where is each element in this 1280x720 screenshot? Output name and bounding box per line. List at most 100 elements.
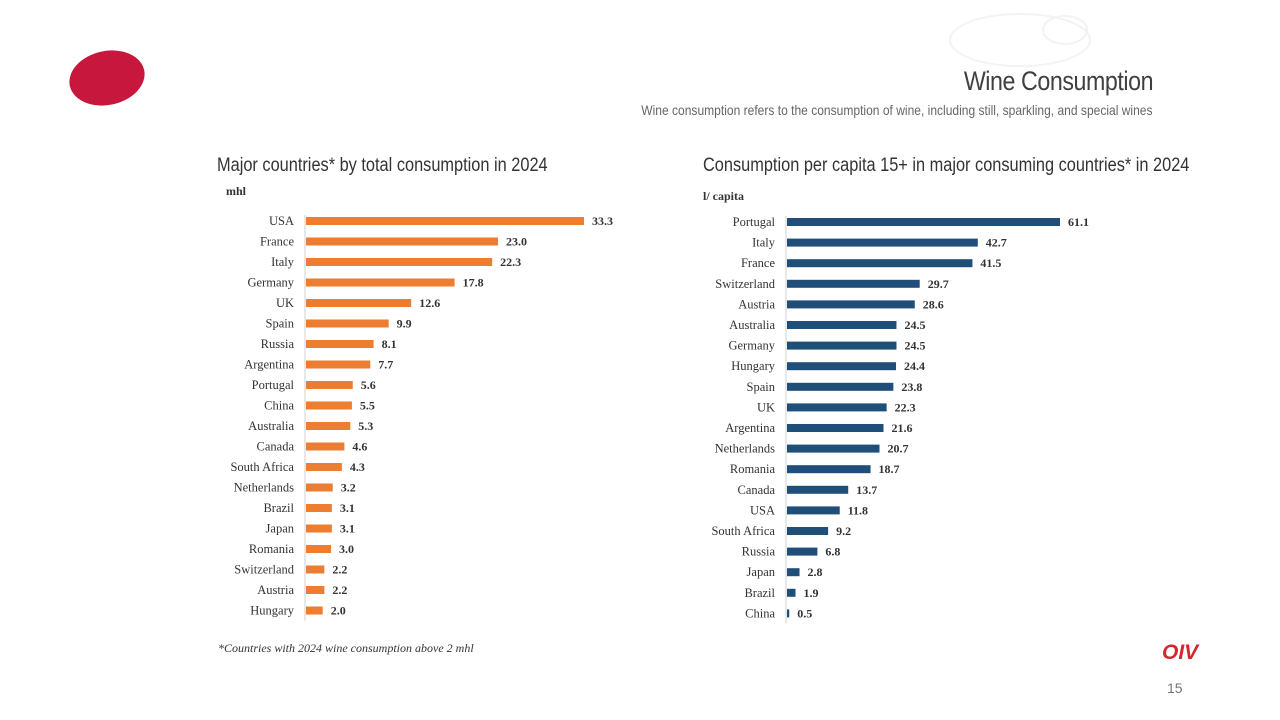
- data-label: 41.5: [980, 256, 1001, 270]
- data-label: 5.5: [360, 399, 375, 413]
- data-label: 2.8: [808, 565, 823, 579]
- page-title: Wine Consumption: [963, 66, 1154, 96]
- data-label: 2.0: [331, 604, 346, 618]
- data-label: 7.7: [378, 358, 393, 372]
- category-label: Canada: [738, 483, 776, 497]
- data-label: 9.2: [836, 524, 851, 538]
- bar: [787, 279, 920, 288]
- bar: [306, 319, 389, 328]
- bar: [787, 300, 915, 309]
- data-label: 24.5: [904, 318, 925, 332]
- bar: [787, 506, 840, 515]
- data-label: 24.4: [904, 359, 925, 373]
- data-label: 23.8: [901, 380, 922, 394]
- data-label: 4.6: [352, 440, 367, 454]
- data-label: 22.3: [500, 255, 521, 269]
- bar: [306, 299, 412, 307]
- category-label: Australia: [248, 419, 294, 433]
- data-label: 22.3: [895, 400, 916, 414]
- category-label: China: [264, 399, 294, 413]
- category-label: Switzerland: [715, 277, 775, 291]
- category-label: Romania: [730, 462, 776, 476]
- category-label: Netherlands: [715, 442, 776, 456]
- category-label: Italy: [752, 236, 776, 250]
- bar: [306, 422, 351, 430]
- bar: [787, 259, 973, 268]
- data-label: 0.5: [797, 606, 812, 620]
- bar: [787, 485, 849, 494]
- category-label: Portugal: [252, 378, 295, 392]
- bar: [306, 606, 323, 615]
- bar: [306, 524, 332, 533]
- bar: [787, 547, 818, 556]
- bar: [306, 545, 332, 553]
- category-label: Romania: [249, 542, 295, 556]
- bar: [787, 218, 1060, 226]
- bar: [306, 381, 353, 389]
- data-label: 9.9: [397, 317, 412, 331]
- total-consumption-bar-chart: USA 33.3 France 23.0 Italy 22.3 Germany 17.8 UK 1…: [230, 214, 613, 621]
- category-label: Russia: [261, 337, 295, 351]
- data-label: 61.1: [1068, 215, 1089, 229]
- data-label: 42.7: [986, 236, 1007, 250]
- bar: [306, 586, 325, 594]
- category-label: Argentina: [725, 421, 775, 435]
- data-label: 2.2: [332, 563, 347, 577]
- bar: [787, 424, 884, 432]
- category-label: Germany: [247, 276, 294, 290]
- data-label: 5.6: [361, 378, 376, 392]
- category-label: UK: [757, 400, 775, 414]
- left-chart-title: Major countries* by total consumption in…: [217, 155, 548, 176]
- oiv-logo-blob: [69, 50, 145, 106]
- bar: [306, 217, 584, 225]
- data-label: 3.1: [340, 522, 355, 536]
- category-label: Austria: [257, 583, 294, 597]
- category-label: Japan: [266, 522, 295, 536]
- oiv-brand: OIV: [1162, 641, 1199, 664]
- data-label: 24.5: [904, 339, 925, 353]
- category-label: Russia: [742, 545, 776, 559]
- category-label: USA: [269, 214, 294, 228]
- data-label: 20.7: [887, 442, 908, 456]
- bar: [787, 465, 871, 474]
- category-label: Argentina: [244, 358, 294, 372]
- right-chart-title: Consumption per capita 15+ in major cons…: [703, 155, 1190, 176]
- data-label: 1.9: [803, 586, 818, 600]
- data-label: 6.8: [825, 545, 840, 559]
- category-label: Hungary: [731, 359, 775, 373]
- bar: [306, 360, 371, 369]
- bar: [787, 238, 978, 247]
- watermark-graphic: [949, 13, 1091, 67]
- bar: [306, 463, 342, 471]
- category-label: Italy: [271, 255, 295, 269]
- bar: [306, 565, 325, 574]
- category-label: Spain: [266, 317, 295, 331]
- bar: [306, 442, 345, 451]
- data-label: 17.8: [463, 276, 484, 290]
- data-label: 3.1: [340, 501, 355, 515]
- category-label: Germany: [728, 339, 775, 353]
- bar: [787, 609, 790, 618]
- data-label: 28.6: [923, 297, 944, 311]
- bar: [787, 568, 800, 577]
- bar: [306, 278, 455, 287]
- bar: [787, 321, 897, 329]
- category-label: Brazil: [744, 586, 775, 600]
- data-label: 29.7: [928, 277, 949, 291]
- bar: [787, 362, 897, 371]
- category-label: Australia: [729, 318, 775, 332]
- data-label: 23.0: [506, 235, 527, 249]
- category-label: Austria: [738, 297, 775, 311]
- per-capita-bar-chart: Portugal 61.1 Italy 42.7 France 41.5 Switzerla…: [711, 215, 1089, 624]
- page-subtitle: Wine consumption refers to the consumpti…: [641, 102, 1153, 118]
- left-chart-unit: mhl: [226, 184, 247, 198]
- footnote: *Countries with 2024 wine consumption ab…: [218, 641, 474, 655]
- bar: [787, 403, 887, 412]
- category-label: UK: [276, 296, 294, 310]
- category-label: France: [260, 235, 294, 249]
- data-label: 12.6: [419, 296, 440, 310]
- category-label: Canada: [257, 440, 295, 454]
- data-label: 8.1: [382, 337, 397, 351]
- category-label: Brazil: [263, 501, 294, 515]
- data-label: 33.3: [592, 214, 613, 228]
